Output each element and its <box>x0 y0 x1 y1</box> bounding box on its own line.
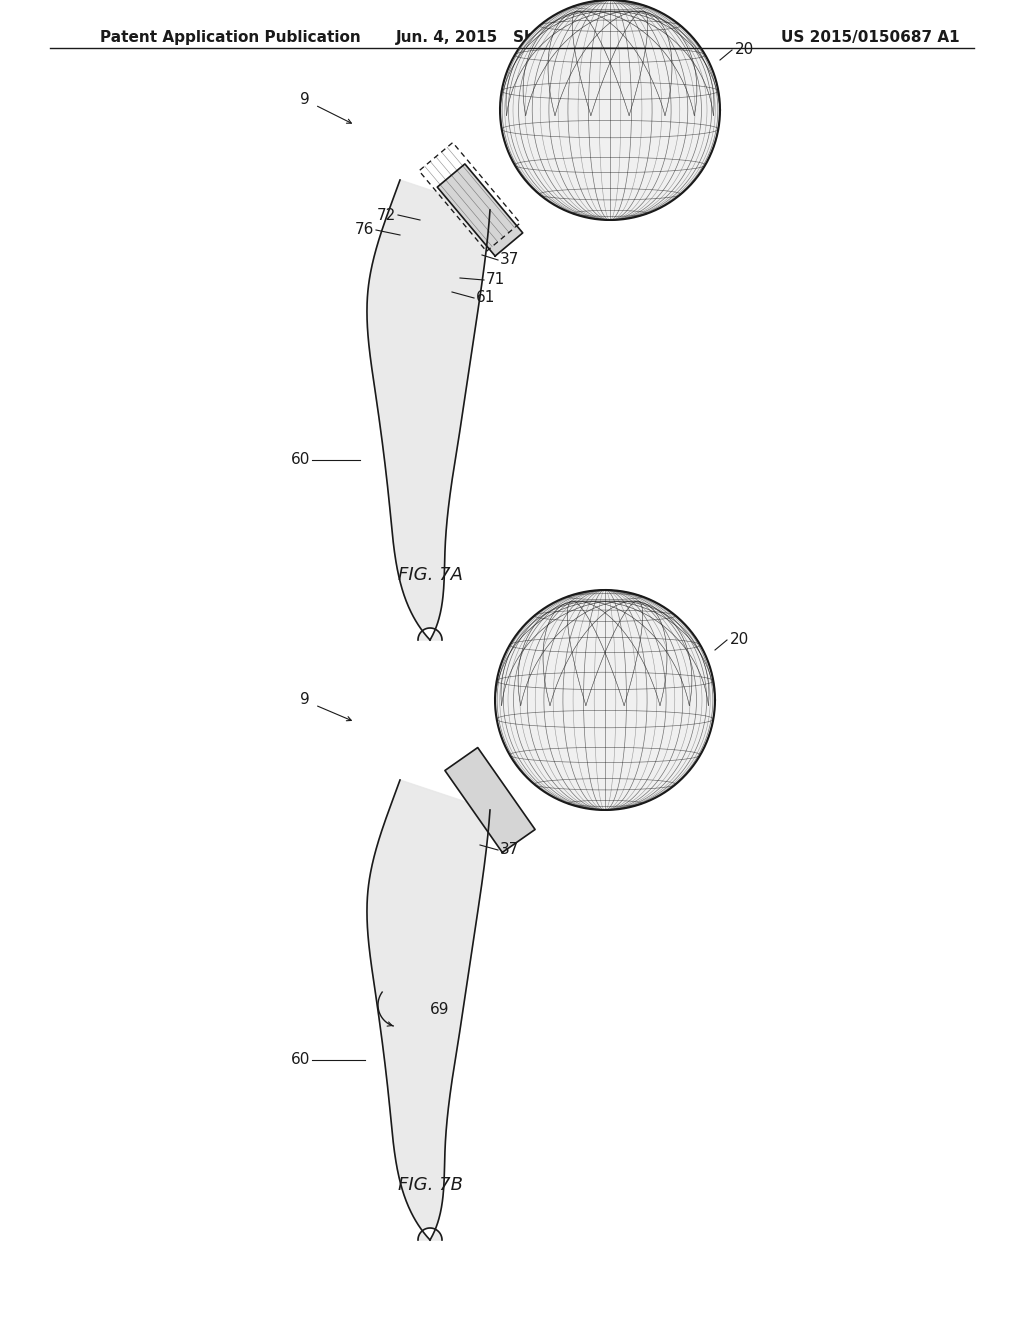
Text: 76: 76 <box>354 223 374 238</box>
Polygon shape <box>437 164 522 256</box>
Polygon shape <box>495 590 715 810</box>
Text: 69: 69 <box>430 1002 450 1018</box>
Text: 37: 37 <box>500 842 519 858</box>
Polygon shape <box>367 780 490 1239</box>
Text: 60: 60 <box>291 453 310 467</box>
Text: 61: 61 <box>476 290 496 305</box>
Text: 37: 37 <box>500 252 519 268</box>
Text: 9: 9 <box>300 92 310 107</box>
Text: FIG. 7A: FIG. 7A <box>397 566 463 583</box>
Text: Jun. 4, 2015   Sheet 8 of 14: Jun. 4, 2015 Sheet 8 of 14 <box>395 30 629 45</box>
Text: 9: 9 <box>300 693 310 708</box>
Text: Patent Application Publication: Patent Application Publication <box>100 30 360 45</box>
Text: 71: 71 <box>486 272 505 288</box>
Text: 60: 60 <box>291 1052 310 1068</box>
Polygon shape <box>500 0 720 220</box>
Text: FIG. 7B: FIG. 7B <box>397 1176 463 1195</box>
Polygon shape <box>445 747 536 853</box>
Text: 72: 72 <box>377 207 396 223</box>
Polygon shape <box>367 180 490 640</box>
Text: 20: 20 <box>735 42 755 58</box>
Text: US 2015/0150687 A1: US 2015/0150687 A1 <box>781 30 961 45</box>
Text: 20: 20 <box>730 632 750 648</box>
